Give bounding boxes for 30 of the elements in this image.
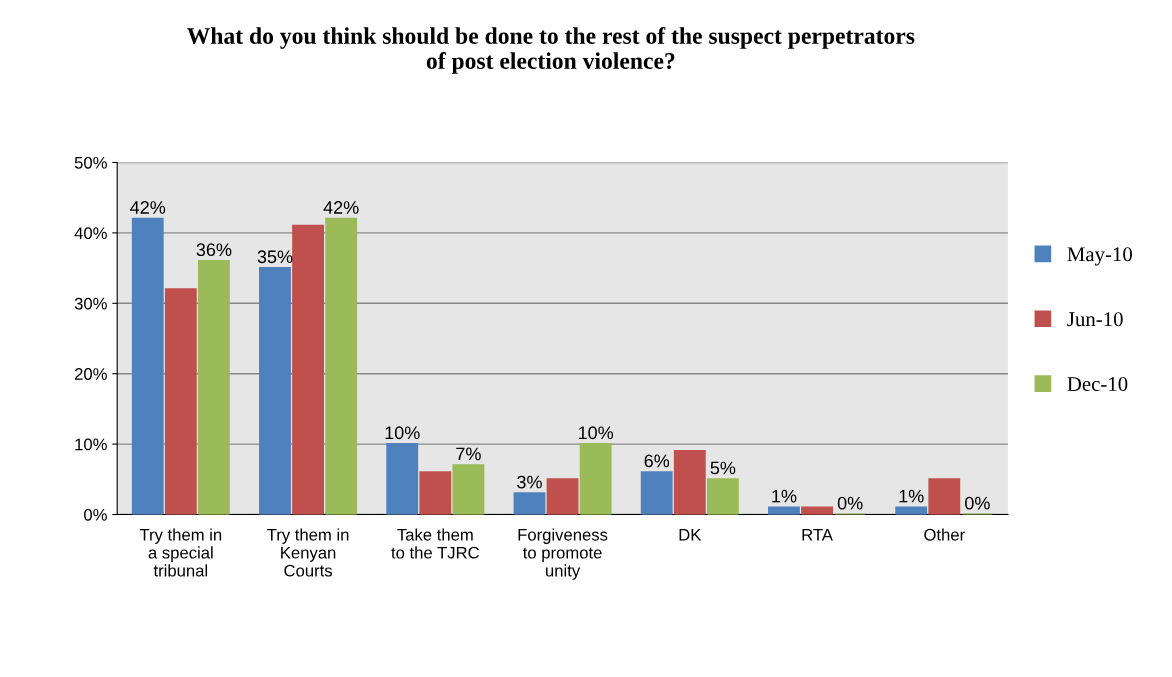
y-tick-label: 50% xyxy=(74,156,107,169)
x-tick-label: Forgiveness to promote unity xyxy=(518,528,608,580)
x-tick-label: Other xyxy=(924,528,965,541)
data-label: 5% xyxy=(710,461,736,475)
legend-label: Jun-10 xyxy=(1067,312,1123,327)
y-tick-label: 40% xyxy=(74,227,107,240)
data-label: 42% xyxy=(323,201,359,214)
data-label: 0% xyxy=(837,496,863,510)
data-label: 7% xyxy=(456,447,481,461)
x-tick-label: RTA xyxy=(802,529,833,541)
chart-title: What do you think should be done to the rest of the suspect perpetrators of post election violence? xyxy=(187,27,915,74)
data-label: 42% xyxy=(130,201,166,214)
legend-label: Dec-10 xyxy=(1067,377,1128,392)
data-label: 10% xyxy=(385,426,420,440)
data-label: 3% xyxy=(517,475,542,489)
data-label: 36% xyxy=(196,243,232,257)
y-tick-label: 30% xyxy=(74,297,107,310)
y-tick-label: 20% xyxy=(74,368,107,380)
data-label: 1% xyxy=(899,489,924,503)
x-tick-label: Try them in a special tribunal xyxy=(139,528,222,577)
legend-label: May-10 xyxy=(1067,247,1132,266)
data-label: 1% xyxy=(772,489,797,503)
x-tick-label: Try them in Kenyan Courts xyxy=(267,528,349,577)
x-tick-label: DK xyxy=(679,529,702,541)
data-label: 0% xyxy=(965,496,990,510)
x-tick-label: Take them to the TJRC xyxy=(391,528,479,559)
data-label: 10% xyxy=(578,426,614,440)
y-tick-label: 0% xyxy=(84,508,107,521)
data-label: 6% xyxy=(644,454,670,468)
y-tick-label: 10% xyxy=(75,438,107,451)
